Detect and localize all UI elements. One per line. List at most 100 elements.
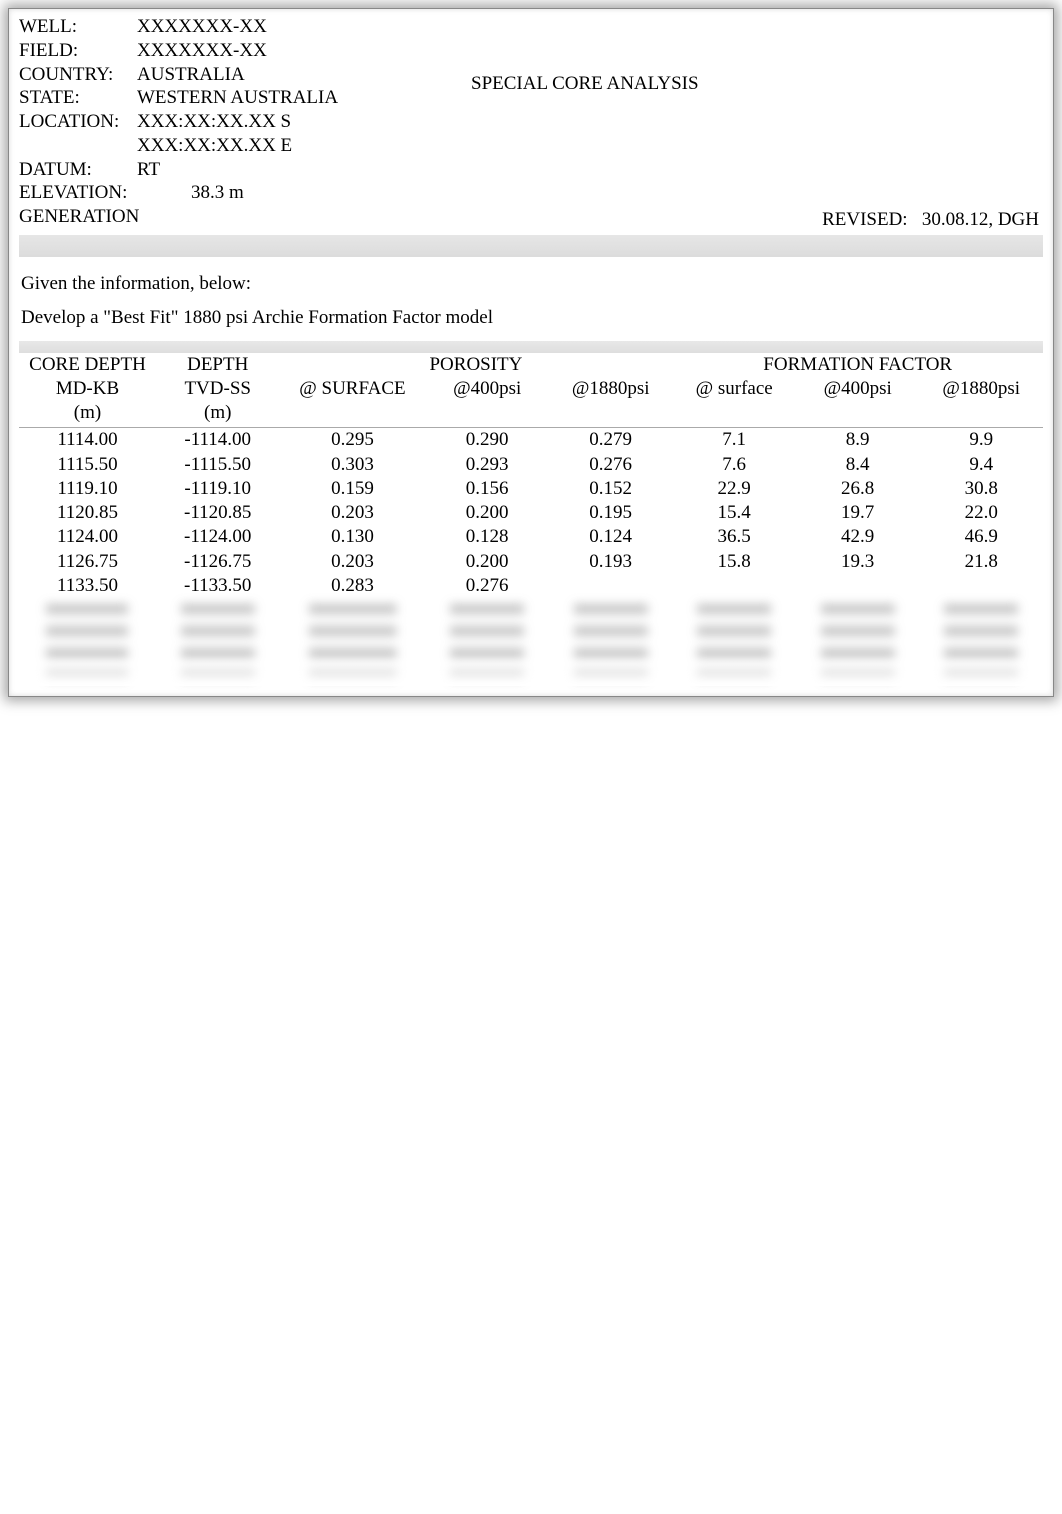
- table-cell: 0.200: [425, 550, 549, 574]
- table-cell: -1126.75: [156, 550, 280, 574]
- table-row: 1114.00-1114.000.2950.2900.2797.18.99.9: [19, 428, 1043, 453]
- table-cell: 0.290: [425, 428, 549, 453]
- col-md-kb: MD-KB: [19, 377, 156, 401]
- table-cell: 0.130: [279, 525, 425, 549]
- table-cell: 1133.50: [19, 574, 156, 598]
- meta-row: COUNTRY: AUSTRALIA: [19, 63, 338, 87]
- table-cell: 46.9: [919, 525, 1043, 549]
- table-cell: 8.4: [796, 453, 920, 477]
- separator-stripe: [19, 235, 1043, 257]
- blurred-row: [19, 664, 1043, 686]
- table-cell: 0.276: [425, 574, 549, 598]
- table-cell: 22.9: [672, 477, 796, 501]
- table-cell: 21.8: [919, 550, 1043, 574]
- blurred-cell: [672, 642, 796, 664]
- meta-value: XXX:XX:XX.XX E: [137, 134, 292, 158]
- data-table: CORE DEPTH DEPTH POROSITY FORMATION FACT…: [19, 353, 1043, 687]
- separator-stripe-thin: [19, 341, 1043, 353]
- table-row: 1133.50-1133.500.2830.276: [19, 574, 1043, 598]
- blurred-cell: [919, 642, 1043, 664]
- blurred-cell: [279, 642, 425, 664]
- table-sub-header: MD-KB TVD-SS @ SURFACE @400psi @1880psi …: [19, 377, 1043, 401]
- table-cell: [672, 574, 796, 598]
- col-porosity-400: @400psi: [425, 377, 549, 401]
- blurred-cell: [19, 664, 156, 686]
- table-cell: 0.279: [549, 428, 673, 453]
- blurred-cell: [919, 620, 1043, 642]
- meta-value: WESTERN AUSTRALIA: [137, 86, 338, 110]
- blurred-cell: [919, 664, 1043, 686]
- meta-table: WELL: XXXXXXX-XX FIELD: XXXXXXX-XX COUNT…: [19, 15, 338, 229]
- meta-label: LOCATION:: [19, 110, 137, 134]
- table-cell: 1114.00: [19, 428, 156, 453]
- header-block: WELL: XXXXXXX-XX FIELD: XXXXXXX-XX COUNT…: [19, 15, 1043, 229]
- meta-label: COUNTRY:: [19, 63, 137, 87]
- meta-label: ELEVATION:: [19, 181, 137, 205]
- meta-value: 38.3 m: [137, 181, 244, 205]
- blurred-cell: [279, 664, 425, 686]
- table-cell: -1133.50: [156, 574, 280, 598]
- table-cell: 1120.85: [19, 501, 156, 525]
- table-cell: 0.203: [279, 550, 425, 574]
- meta-row: FIELD: XXXXXXX-XX: [19, 39, 338, 63]
- table-cell: -1114.00: [156, 428, 280, 453]
- table-cell: 42.9: [796, 525, 920, 549]
- table-cell: 0.124: [549, 525, 673, 549]
- instruction-line: Given the information, below:: [21, 273, 1043, 295]
- table-row: 1115.50-1115.500.3030.2930.2767.68.49.4: [19, 453, 1043, 477]
- blurred-cell: [796, 620, 920, 642]
- table-cell: 0.295: [279, 428, 425, 453]
- blurred-row: [19, 642, 1043, 664]
- blurred-cell: [425, 598, 549, 620]
- blurred-cell: [796, 642, 920, 664]
- col-ff-surface: @ surface: [672, 377, 796, 401]
- meta-label: FIELD:: [19, 39, 137, 63]
- blurred-cell: [425, 620, 549, 642]
- table-cell: 19.3: [796, 550, 920, 574]
- col-group-depth: DEPTH: [156, 353, 280, 377]
- table-cell: 7.1: [672, 428, 796, 453]
- blurred-cell: [919, 598, 1043, 620]
- blurred-cell: [156, 620, 280, 642]
- table-row: 1119.10-1119.100.1590.1560.15222.926.830…: [19, 477, 1043, 501]
- col-group-formation-factor: FORMATION FACTOR: [672, 353, 1043, 377]
- col-ff-400: @400psi: [796, 377, 920, 401]
- blurred-cell: [19, 642, 156, 664]
- meta-row: WELL: XXXXXXX-XX: [19, 15, 338, 39]
- unit-md-kb: (m): [19, 401, 156, 425]
- unit-tvd-ss: (m): [156, 401, 280, 425]
- meta-row: LOCATION: XXX:XX:XX.XX S: [19, 110, 338, 134]
- blurred-cell: [156, 664, 280, 686]
- table-cell: -1120.85: [156, 501, 280, 525]
- blurred-cell: [279, 598, 425, 620]
- table-row: 1124.00-1124.000.1300.1280.12436.542.946…: [19, 525, 1043, 549]
- table-cell: 0.152: [549, 477, 673, 501]
- table-cell: 9.9: [919, 428, 1043, 453]
- table-cell: -1119.10: [156, 477, 280, 501]
- col-tvd-ss: TVD-SS: [156, 377, 280, 401]
- blurred-cell: [156, 642, 280, 664]
- blurred-cell: [549, 664, 673, 686]
- table-cell: -1115.50: [156, 453, 280, 477]
- table-cell: 1126.75: [19, 550, 156, 574]
- table-cell: 0.159: [279, 477, 425, 501]
- meta-row: STATE: WESTERN AUSTRALIA: [19, 86, 338, 110]
- meta-row: DATUM: RT: [19, 158, 338, 182]
- table-cell: 1115.50: [19, 453, 156, 477]
- revised-value: 30.08.12, DGH: [922, 209, 1039, 230]
- table-cell: -1124.00: [156, 525, 280, 549]
- table-cell: 26.8: [796, 477, 920, 501]
- blurred-cell: [549, 620, 673, 642]
- table-cell: [796, 574, 920, 598]
- table-cell: 9.4: [919, 453, 1043, 477]
- table-cell: 1124.00: [19, 525, 156, 549]
- col-ff-1880: @1880psi: [919, 377, 1043, 401]
- blurred-cell: [672, 664, 796, 686]
- meta-label: WELL:: [19, 15, 137, 39]
- meta-value: AUSTRALIA: [137, 63, 245, 87]
- table-cell: 19.7: [796, 501, 920, 525]
- table-cell: 0.200: [425, 501, 549, 525]
- instruction-line: Develop a "Best Fit" 1880 psi Archie For…: [21, 307, 1043, 329]
- document-title: SPECIAL CORE ANALYSIS: [471, 73, 699, 95]
- meta-label: [19, 134, 137, 158]
